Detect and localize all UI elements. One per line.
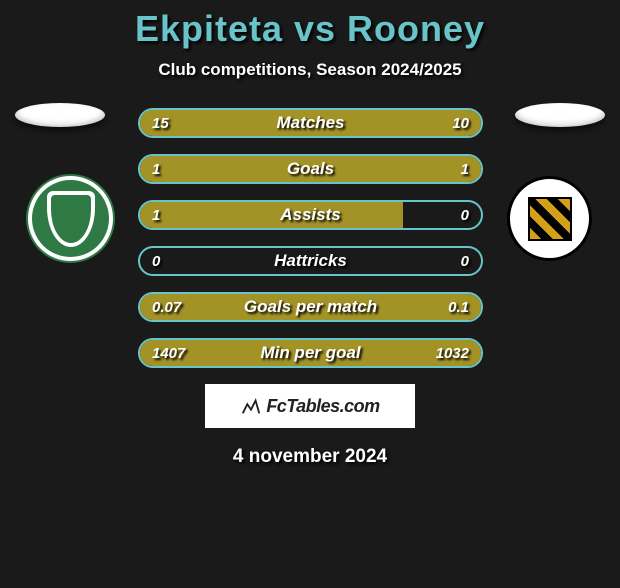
watermark-logo-icon bbox=[240, 395, 262, 417]
stat-row: 1510Matches bbox=[138, 108, 483, 138]
watermark-text: FcTables.com bbox=[266, 396, 379, 417]
stat-label: Assists bbox=[140, 202, 481, 228]
club-crest-left bbox=[28, 176, 113, 261]
stat-row: 11Goals bbox=[138, 154, 483, 184]
comparison-subtitle: Club competitions, Season 2024/2025 bbox=[0, 60, 620, 80]
stat-label: Hattricks bbox=[140, 248, 481, 274]
comparison-date: 4 november 2024 bbox=[0, 446, 620, 468]
stat-row: 14071032Min per goal bbox=[138, 338, 483, 368]
stat-label: Goals per match bbox=[140, 294, 481, 320]
stat-bars: 1510Matches 11Goals 10Assists 00Hattricks 0.… bbox=[138, 108, 483, 368]
player-marker-right bbox=[515, 103, 605, 127]
club-crest-right bbox=[507, 176, 592, 261]
comparison-panel: 1510Matches 11Goals 10Assists 00Hattricks 0.… bbox=[0, 108, 620, 368]
stat-label: Matches bbox=[140, 110, 481, 136]
stat-row: 00Hattricks bbox=[138, 246, 483, 276]
stat-row: 0.070.1Goals per match bbox=[138, 292, 483, 322]
player-marker-left bbox=[15, 103, 105, 127]
comparison-title: Ekpiteta vs Rooney bbox=[0, 8, 620, 50]
stat-row: 10Assists bbox=[138, 200, 483, 230]
shield-icon bbox=[47, 191, 95, 247]
checker-icon bbox=[528, 197, 572, 241]
stat-label: Goals bbox=[140, 156, 481, 182]
watermark: FcTables.com bbox=[205, 384, 415, 428]
stat-label: Min per goal bbox=[140, 340, 481, 366]
